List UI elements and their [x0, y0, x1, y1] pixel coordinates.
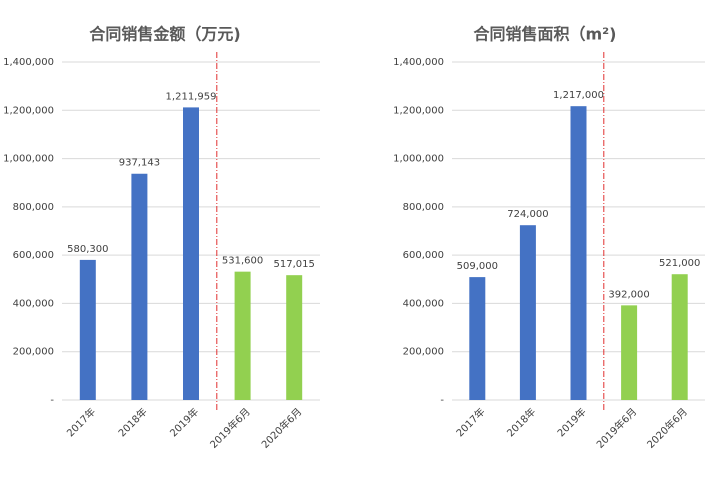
- bar: [621, 305, 638, 400]
- y-tick-label: 200,000: [403, 347, 444, 358]
- value-label: 580,300: [67, 244, 108, 255]
- x-tick-label: 2019年: [554, 405, 588, 439]
- value-label: 1,211,959: [166, 91, 217, 102]
- bar: [183, 107, 199, 400]
- bar: [286, 275, 303, 400]
- y-tick-label: 200,000: [13, 347, 54, 358]
- value-label: 517,015: [274, 259, 315, 270]
- value-label: 531,600: [222, 256, 263, 267]
- y-tick-label: 1,000,000: [393, 154, 444, 165]
- y-tick-label: 800,000: [403, 202, 444, 213]
- x-tick-label: 2020年6月: [259, 405, 305, 451]
- y-tick-label: 600,000: [13, 250, 54, 261]
- x-tick-label: 2017年: [64, 405, 98, 439]
- bar: [671, 274, 688, 400]
- bar: [234, 271, 251, 400]
- value-label: 509,000: [457, 261, 498, 272]
- x-tick-label: 2018年: [504, 405, 538, 439]
- value-label: 724,000: [507, 209, 548, 220]
- y-tick-label: -: [440, 395, 444, 406]
- x-tick-label: 2019年6月: [594, 405, 640, 451]
- y-tick-label: 400,000: [403, 298, 444, 309]
- x-tick-label: 2018年: [115, 405, 149, 439]
- x-tick-label: 2017年: [453, 405, 487, 439]
- y-tick-label: 1,200,000: [3, 105, 54, 116]
- value-label: 1,217,000: [553, 90, 604, 101]
- y-tick-label: 1,400,000: [393, 57, 444, 68]
- value-label: 937,143: [119, 158, 160, 169]
- bar: [519, 225, 536, 400]
- value-label: 392,000: [608, 289, 649, 300]
- bar: [570, 106, 587, 400]
- y-tick-label: 600,000: [403, 250, 444, 261]
- y-tick-label: 1,200,000: [393, 105, 444, 116]
- y-tick-label: 400,000: [13, 298, 54, 309]
- bar: [79, 259, 96, 400]
- x-tick-label: 2019年6月: [207, 405, 253, 451]
- y-tick-label: 1,000,000: [3, 154, 54, 165]
- y-tick-label: 800,000: [13, 202, 54, 213]
- bar: [131, 173, 148, 400]
- y-tick-label: -: [50, 395, 54, 406]
- x-tick-label: 2020年6月: [644, 405, 690, 451]
- value-label: 521,000: [659, 258, 700, 269]
- chart-title: 合同销售面积（m²): [474, 25, 617, 44]
- chart-title: 合同销售金额（万元): [89, 25, 240, 44]
- y-tick-label: 1,400,000: [3, 57, 54, 68]
- x-tick-label: 2019年: [167, 405, 201, 439]
- bar: [469, 277, 486, 400]
